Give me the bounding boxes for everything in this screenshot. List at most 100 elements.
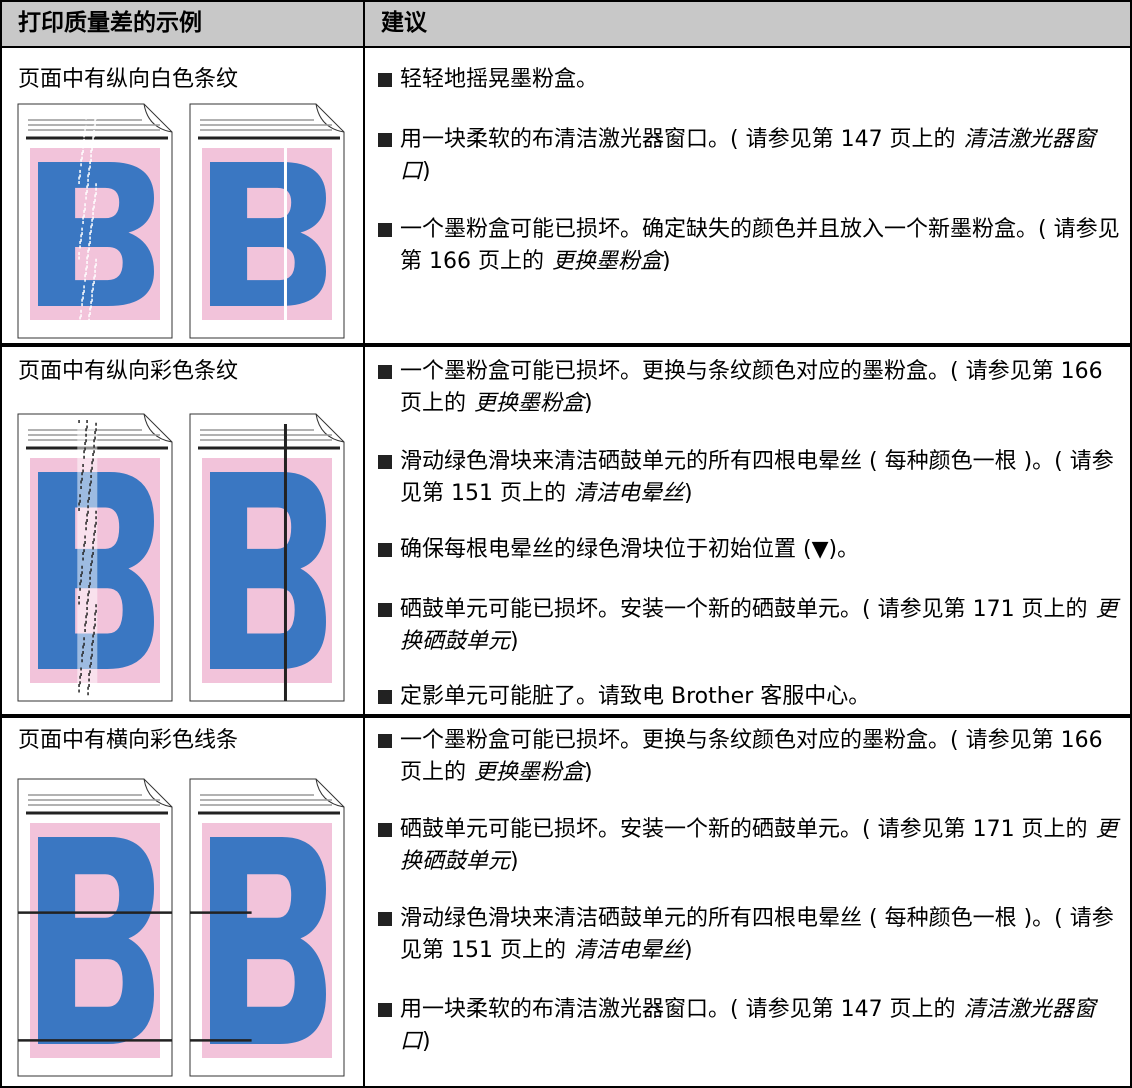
bullet	[378, 690, 392, 704]
defect-speck	[91, 298, 93, 302]
defect-speck	[88, 172, 90, 176]
defect-speck	[79, 320, 81, 324]
defect-speck	[93, 538, 95, 542]
advice-link: 更换墨粉盒	[474, 760, 585, 785]
defect-speck	[78, 689, 80, 693]
advice-text: 用一块柔软的布清洁激光器窗口。( 请参见第 147 页上的	[400, 997, 956, 1022]
defect-speck	[91, 218, 93, 222]
defect-speck	[84, 132, 86, 136]
advice-text: 确保每根电晕丝的绿色滑块位于初始位置 (▼)。	[400, 537, 860, 562]
defect-speck	[93, 201, 95, 205]
defect-speck	[85, 433, 87, 437]
defect-speck	[90, 158, 92, 162]
bullet	[378, 365, 392, 379]
defect-speck	[86, 185, 88, 189]
problem-text: 页面中有纵向彩色条纹	[18, 359, 239, 384]
defect-speck	[91, 461, 93, 465]
defect-speck	[85, 615, 87, 619]
defect-speck	[84, 278, 86, 282]
defect-speck	[86, 114, 88, 118]
bullet	[378, 543, 392, 557]
defect-speck	[90, 475, 92, 478]
defect-speck	[80, 238, 82, 242]
advice-item: 硒鼓单元可能已损坏。安装一个新的硒鼓单元。( 请参见第 171 页上的 更换硒鼓单…	[378, 814, 1123, 878]
defect-speck	[95, 609, 97, 613]
defect-speck	[85, 125, 87, 129]
defect-speck	[91, 289, 93, 293]
defect-speck	[86, 256, 88, 260]
advice-item: 滑动绿色滑块来清洁硒鼓单元的所有四根电晕丝 ( 每种颜色一根 )。( 请参见第 …	[378, 446, 1123, 510]
defect-speck	[81, 303, 83, 307]
defect-speck	[91, 560, 93, 564]
defect-speck	[85, 121, 87, 125]
defect-speck	[86, 519, 88, 522]
defect-speck	[85, 620, 87, 624]
defect-speck	[84, 629, 86, 632]
advice-suffix: )	[510, 629, 519, 654]
defect-speck	[80, 234, 82, 238]
advice-text: 滑动绿色滑块来清洁硒鼓单元的所有四根电晕丝 ( 每种颜色一根 )。( 请参见第 …	[400, 449, 1114, 506]
defect-speck	[93, 205, 95, 209]
defect-speck	[81, 659, 83, 663]
defect-speck	[81, 653, 83, 657]
defect-speck	[87, 178, 89, 182]
defect-speck	[81, 298, 83, 302]
defect-speck	[95, 521, 97, 525]
defect-speck	[95, 604, 97, 608]
defect-speck	[93, 125, 95, 129]
defect-speck	[92, 458, 94, 462]
bullet	[378, 603, 392, 617]
advice-suffix: )	[684, 938, 693, 963]
defect-speck	[79, 316, 81, 320]
defect-speck	[85, 521, 87, 525]
advice-item: 一个墨粉盒可能已损坏。确定缺失的颜色并且放入一个新墨粉盒。( 请参见第 166 …	[378, 214, 1123, 278]
letter-b	[210, 472, 326, 669]
defect-speck	[94, 118, 96, 122]
defect-speck	[78, 256, 80, 260]
advice-item: 一个墨粉盒可能已损坏。更换与条纹颜色对应的墨粉盒。( 请参见第 166 页上的更…	[378, 356, 1123, 420]
defect-speck	[90, 656, 92, 660]
defect-speck	[79, 675, 81, 679]
sample-page	[17, 778, 173, 1077]
defect-speck	[94, 274, 96, 278]
defect-speck	[86, 601, 88, 605]
defect-speck	[91, 642, 93, 646]
advice-suffix: )	[662, 249, 671, 274]
defect-speck	[88, 318, 90, 322]
defect-speck	[91, 294, 93, 298]
defect-speck	[80, 480, 82, 484]
defect-speck	[85, 272, 87, 276]
defect-speck	[85, 196, 87, 200]
defect-speck	[83, 209, 85, 213]
defect-speck	[83, 289, 85, 293]
defect-speck	[95, 510, 97, 514]
defect-speck	[83, 549, 85, 553]
defect-speck	[94, 431, 96, 434]
defect-speck	[94, 265, 96, 269]
defect-speck	[78, 596, 80, 599]
problem-text: 页面中有横向彩色线条	[18, 728, 239, 753]
defect-speck	[78, 327, 80, 331]
defect-speck	[90, 225, 92, 229]
defect-speck	[88, 491, 90, 495]
defect-speck	[87, 249, 89, 253]
defect-speck	[89, 236, 91, 240]
defect-speck	[91, 143, 93, 147]
defect-speck	[81, 156, 83, 160]
page-fold	[143, 103, 173, 133]
defect-speck	[78, 181, 80, 185]
defect-speck	[86, 420, 88, 423]
defect-speck	[83, 450, 85, 454]
bullet	[378, 734, 392, 748]
defect-speck	[83, 543, 85, 547]
defect-speck	[87, 174, 89, 178]
advice-item: 一个墨粉盒可能已损坏。更换与条纹颜色对应的墨粉盒。( 请参见第 166 页上的更…	[378, 725, 1123, 789]
advice-text: 滑动绿色滑块来清洁硒鼓单元的所有四根电晕丝 ( 每种颜色一根 )。( 请参见第 …	[400, 906, 1114, 963]
defect-speck	[86, 607, 88, 610]
defect-speck	[94, 123, 96, 127]
defect-speck	[89, 232, 91, 236]
defect-speck	[92, 640, 94, 643]
defect-speck	[92, 141, 94, 145]
defect-speck	[90, 662, 92, 665]
